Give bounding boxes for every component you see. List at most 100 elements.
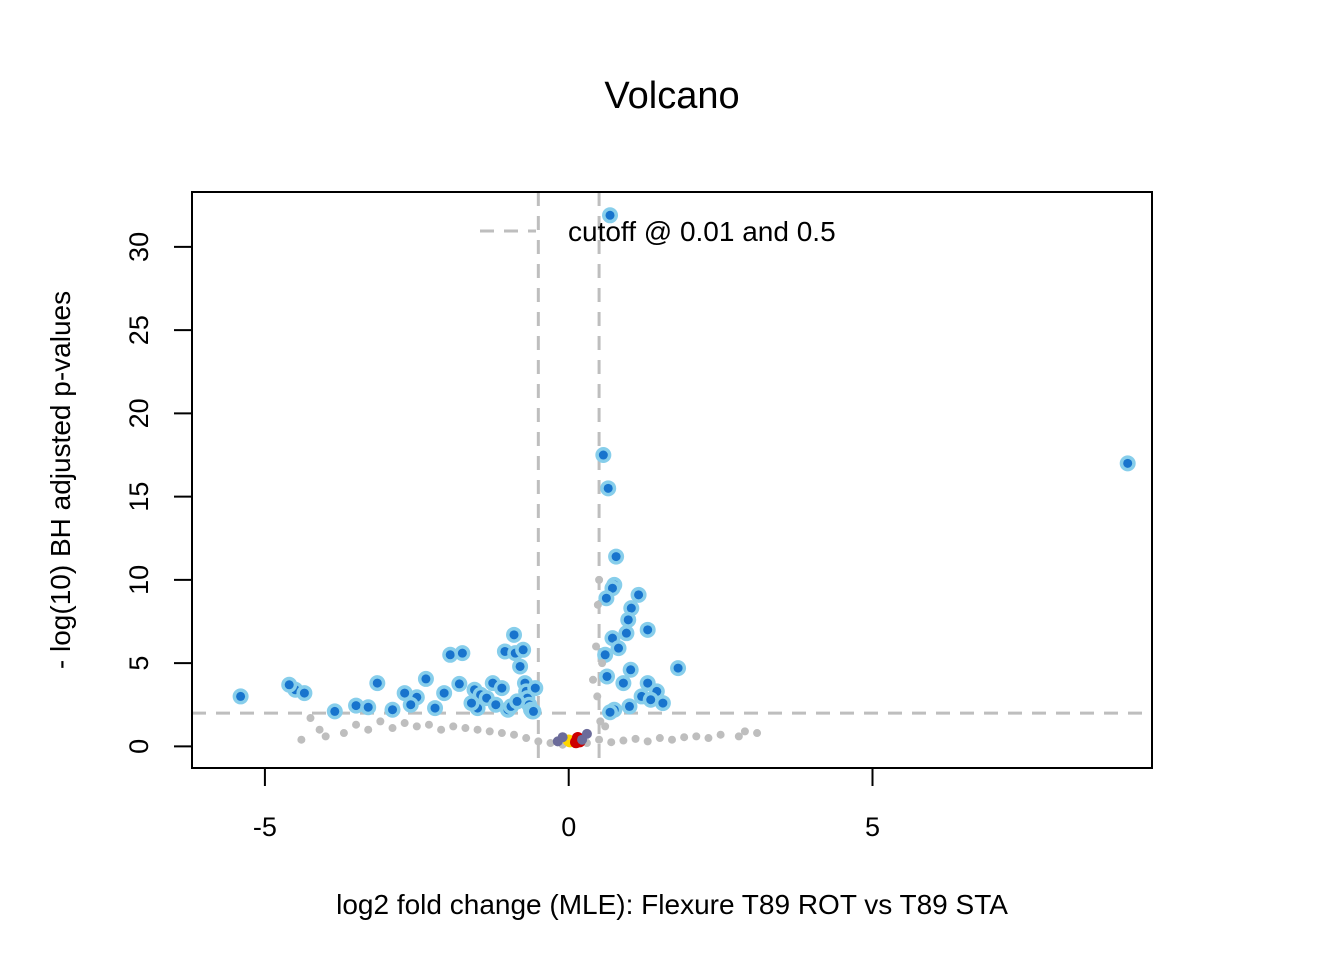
significant-point	[466, 698, 476, 708]
y-tick-label-3: 15	[124, 482, 154, 512]
nonsignificant-point	[546, 739, 555, 748]
axes: -5 0 5 0 5 10 15 20 25 30	[124, 232, 880, 842]
y-tick-label-0: 0	[124, 739, 154, 754]
nonsignificant-point	[619, 736, 628, 745]
significant-point	[605, 210, 615, 220]
significant-point	[400, 688, 410, 698]
y-tick-label-5: 25	[124, 315, 154, 345]
significant-point	[605, 707, 615, 717]
nonsignificant-point	[522, 734, 531, 743]
significant-point	[482, 693, 492, 703]
significant-point	[646, 695, 656, 705]
nonsignificant-point	[534, 737, 543, 746]
significant-point	[598, 450, 608, 460]
nonsignificant-point	[497, 729, 506, 738]
nonsignificant-point	[510, 730, 519, 739]
significant-point	[351, 701, 361, 711]
nonsignificant-point	[595, 735, 604, 744]
nonsignificant-point	[598, 659, 607, 668]
nonsignificant-point	[473, 725, 482, 734]
x-axis-label: log2 fold change (MLE): Flexure T89 ROT …	[336, 889, 1008, 920]
nonsignificant-point	[461, 724, 470, 733]
nonsignificant-point	[485, 727, 494, 736]
y-tick-label-6: 30	[124, 232, 154, 262]
x-tick-label-0: -5	[253, 812, 277, 842]
nonsignificant-point	[643, 737, 652, 746]
nonsignificant-point	[592, 642, 601, 651]
nonsignificant-point	[692, 732, 701, 741]
significant-point	[372, 678, 382, 688]
cutoff-lines	[192, 192, 1152, 768]
significant-point	[406, 700, 416, 710]
x-tick-label-2: 5	[865, 812, 880, 842]
nonsignificant-point	[680, 733, 689, 742]
nonsignificant-point	[437, 725, 446, 734]
significant-point	[643, 678, 653, 688]
significant-point	[388, 705, 398, 715]
legend-label: cutoff @ 0.01 and 0.5	[568, 216, 836, 247]
nonsignificant-point	[593, 600, 602, 609]
significant-point	[623, 615, 633, 625]
significant-point	[528, 706, 538, 716]
significant-point	[530, 683, 540, 693]
significant-point	[497, 683, 507, 693]
nonsignificant-point	[607, 738, 616, 747]
nonsignificant-point	[297, 735, 306, 744]
y-axis-label: - log(10) BH adjusted p-values	[45, 291, 76, 669]
significant-point	[299, 688, 309, 698]
nonsignificant-point	[315, 725, 324, 734]
significant-point	[607, 583, 617, 593]
nonsignificant-point	[412, 722, 421, 731]
nonsignificant-point	[668, 735, 676, 744]
y-tick-label-4: 20	[124, 398, 154, 428]
significant-point	[518, 645, 528, 655]
nonsignificant-point	[306, 714, 315, 723]
nonsignificant-point	[589, 675, 598, 684]
significant-point	[1123, 458, 1133, 468]
data-points	[232, 207, 1136, 749]
significant-point	[454, 679, 464, 689]
nonsignificant-point	[740, 727, 749, 736]
significant-point	[603, 483, 613, 493]
significant-point	[643, 625, 653, 635]
significant-point	[673, 663, 683, 673]
x-tick-label-1: 0	[561, 812, 576, 842]
significant-point	[658, 698, 668, 708]
significant-point	[602, 671, 612, 681]
nonsignificant-point	[352, 720, 361, 729]
significant-point	[236, 691, 246, 701]
significant-point	[439, 688, 449, 698]
significant-point	[512, 696, 522, 706]
chart-title: Volcano	[604, 75, 739, 117]
significant-point	[509, 630, 519, 640]
significant-point	[430, 703, 440, 713]
significant-point	[624, 701, 634, 711]
significant-point	[621, 628, 631, 638]
nonsignificant-point	[424, 720, 433, 729]
nonsignificant-point	[631, 734, 640, 743]
nonsignificant-point	[655, 734, 664, 743]
significant-point	[421, 674, 431, 684]
nonsignificant-point	[388, 724, 397, 733]
nonsignificant-point	[339, 729, 348, 738]
significant-point	[363, 702, 373, 712]
nonsignificant-point	[376, 717, 385, 726]
significant-point	[611, 552, 621, 562]
nonsignificant-point	[734, 732, 743, 741]
y-tick-label-1: 5	[124, 656, 154, 671]
nonsignificant-point	[593, 692, 602, 701]
significant-point	[634, 590, 644, 600]
highlight-purple-point	[557, 732, 568, 743]
nonsignificant-point	[321, 732, 330, 741]
y-tick-label-2: 10	[124, 565, 154, 595]
significant-point	[457, 648, 467, 658]
significant-point	[445, 650, 455, 660]
legend: cutoff @ 0.01 and 0.5	[480, 216, 836, 247]
significant-point	[607, 633, 617, 643]
nonsignificant-point	[400, 719, 409, 728]
nonsignificant-point	[601, 722, 610, 731]
nonsignificant-point	[753, 729, 762, 738]
nonsignificant-point	[716, 730, 725, 739]
significant-point	[618, 678, 628, 688]
nonsignificant-point	[364, 725, 373, 734]
